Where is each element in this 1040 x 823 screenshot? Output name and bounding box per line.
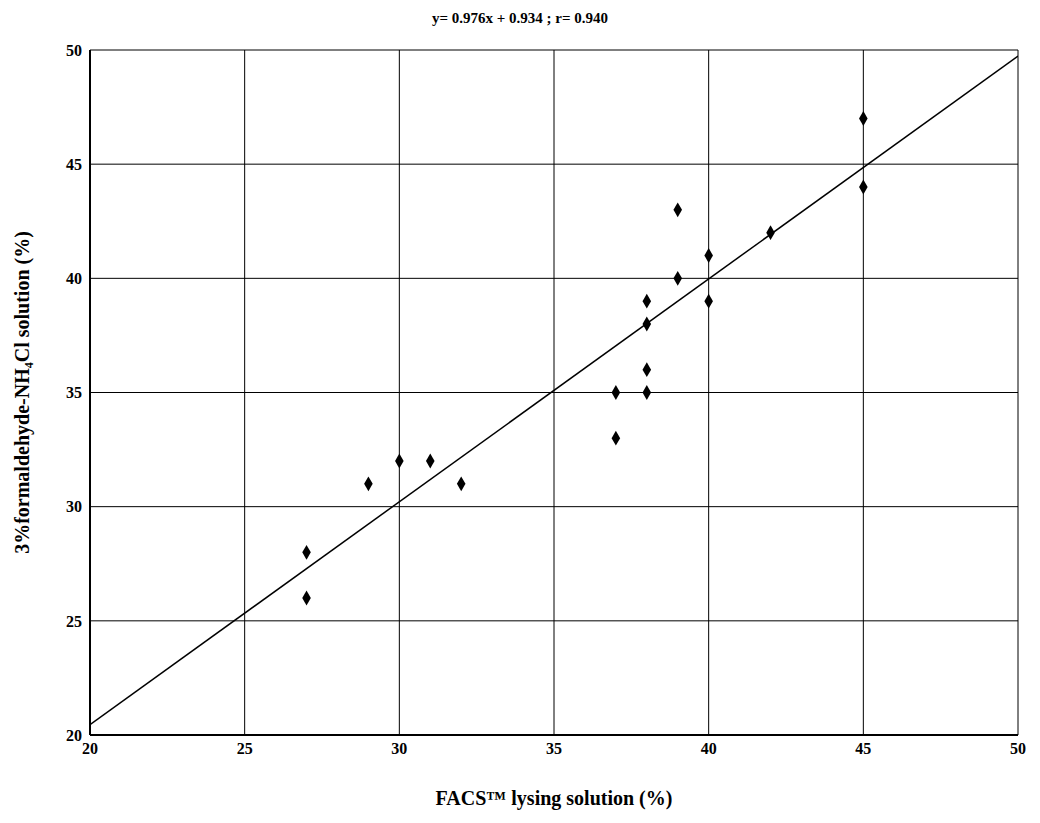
svg-text:30: 30 (66, 498, 82, 515)
svg-text:3%formaldehyde-NH₄Cl solution: 3%formaldehyde-NH₄Cl solution (%) (11, 231, 34, 554)
svg-text:40: 40 (701, 740, 717, 757)
html-text:y= 0.976x + 0.934 ; r= 0.940: y= 0.976x + 0.934 ; r= 0.940 (432, 10, 608, 26)
svg-text:20: 20 (66, 727, 82, 744)
svg-text:50: 50 (66, 42, 82, 59)
svg-text:45: 45 (855, 740, 871, 757)
svg-text:40: 40 (66, 270, 82, 287)
svg-text:25: 25 (66, 613, 82, 630)
svg-text:25: 25 (237, 740, 253, 757)
svg-text:30: 30 (391, 740, 407, 757)
svg-text:35: 35 (66, 384, 82, 401)
svg-text:45: 45 (66, 156, 82, 173)
svg-text:20: 20 (82, 740, 98, 757)
svg-text:FACS™ lysing solution (%): FACS™ lysing solution (%) (436, 787, 673, 810)
svg-text:50: 50 (1010, 740, 1026, 757)
svg-text:35: 35 (546, 740, 562, 757)
